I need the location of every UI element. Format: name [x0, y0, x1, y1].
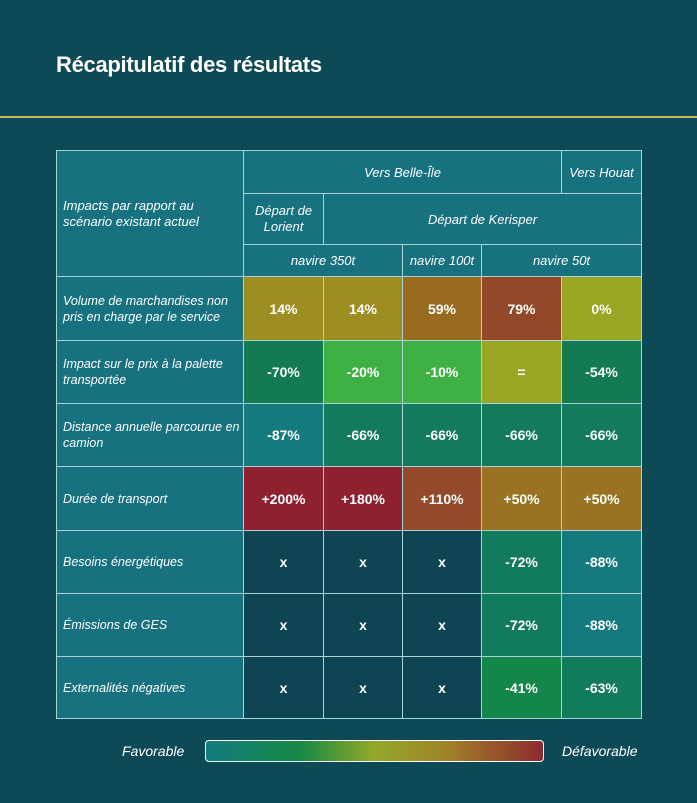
value-cell: x — [402, 593, 482, 657]
value-cell: -54% — [561, 340, 643, 404]
value-cell: -88% — [561, 530, 643, 594]
row-label: Externalités négatives — [56, 656, 244, 719]
value-cell: -20% — [323, 340, 403, 404]
corner-label: Impacts par rapport au scénario existant… — [56, 150, 244, 277]
value-cell: 14% — [323, 276, 403, 341]
value-cell: x — [402, 656, 482, 719]
value-cell: +200% — [243, 466, 324, 531]
results-table: Impacts par rapport au scénario existant… — [56, 150, 643, 719]
value-cell: -70% — [243, 340, 324, 404]
value-cell: 79% — [480, 276, 563, 341]
table-row: Impact sur le prix à la palette transpor… — [56, 340, 643, 404]
value-cell: -87% — [243, 403, 324, 467]
table-row: Distance annuelle parcourue en camion -87… — [56, 403, 643, 467]
value-cell: -72% — [480, 530, 563, 594]
row-label: Impact sur le prix à la palette transpor… — [56, 340, 244, 404]
legend-gradient-bar — [205, 740, 544, 762]
group-header-houat: Vers Houat — [561, 150, 643, 194]
value-cell: -66% — [561, 403, 643, 467]
row-label: Distance annuelle parcourue en camion — [56, 403, 244, 467]
depart-header-kerisper: Départ de Kerisper — [322, 193, 643, 245]
value-cell: -41% — [480, 656, 563, 719]
group-header-belle-ile: Vers Belle-Île — [242, 150, 563, 194]
value-cell: x — [323, 530, 403, 594]
value-cell: = — [480, 340, 563, 404]
table-row: Externalités négatives x x x -41% -63% — [56, 656, 643, 719]
value-cell: +110% — [402, 466, 482, 531]
row-label: Durée de transport — [56, 466, 244, 531]
ship-header-350t: navire 350t — [243, 244, 403, 277]
divider — [0, 116, 697, 118]
table-row: Durée de transport +200% +180% +110% +50% +50… — [56, 466, 643, 531]
value-cell: -66% — [402, 403, 482, 467]
legend-defavorable: Défavorable — [562, 743, 638, 759]
table-row: Volume de marchandises non pris en charg… — [56, 276, 643, 341]
value-cell: -72% — [480, 593, 563, 657]
row-label: Besoins énergétiques — [56, 530, 244, 594]
value-cell: -10% — [402, 340, 482, 404]
value-cell: 14% — [243, 276, 324, 341]
value-cell: 0% — [561, 276, 643, 341]
value-cell: -66% — [480, 403, 563, 467]
row-label: Émissions de GES — [56, 593, 244, 657]
ship-header-100t: navire 100t — [402, 244, 482, 277]
value-cell: x — [323, 593, 403, 657]
ship-header-50t: navire 50t — [480, 244, 643, 277]
legend-favorable: Favorable — [122, 743, 185, 759]
value-cell: +50% — [561, 466, 643, 531]
value-cell: -88% — [561, 593, 643, 657]
value-cell: -63% — [561, 656, 643, 719]
value-cell: +180% — [323, 466, 403, 531]
value-cell: x — [243, 593, 324, 657]
page-title: Récapitulatif des résultats — [56, 52, 322, 77]
value-cell: x — [243, 530, 324, 594]
value-cell: -66% — [323, 403, 403, 467]
row-label: Volume de marchandises non pris en charg… — [56, 276, 244, 341]
depart-header-lorient: Départ de Lorient — [243, 193, 324, 245]
value-cell: 59% — [402, 276, 482, 341]
table-row: Émissions de GES x x x -72% -88% — [56, 593, 643, 657]
value-cell: x — [323, 656, 403, 719]
value-cell: +50% — [480, 466, 563, 531]
table-row: Besoins énergétiques x x x -72% -88% — [56, 530, 643, 594]
value-cell: x — [402, 530, 482, 594]
value-cell: x — [243, 656, 324, 719]
